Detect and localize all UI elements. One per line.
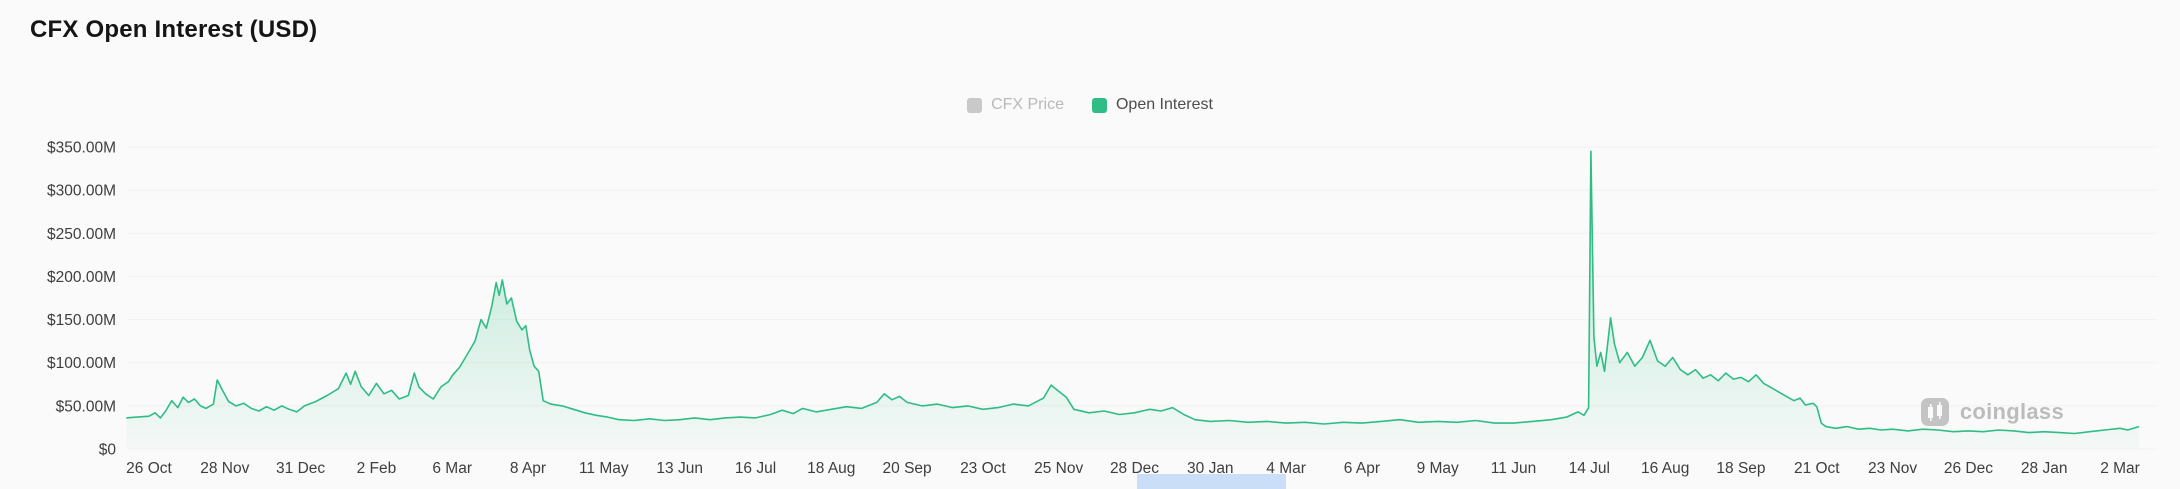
svg-text:23 Nov: 23 Nov — [1868, 460, 1917, 477]
svg-text:11 May: 11 May — [579, 460, 629, 477]
legend-label-open-interest: Open Interest — [1115, 96, 1213, 113]
svg-text:21 Oct: 21 Oct — [1794, 460, 1840, 477]
svg-text:$250.00M: $250.00M — [47, 226, 116, 243]
legend-swatch-open-interest — [1091, 97, 1107, 113]
svg-text:$350.00M: $350.00M — [47, 140, 116, 157]
svg-text:30 Jan: 30 Jan — [1187, 460, 1234, 477]
page-title: CFX Open Interest (USD) — [30, 16, 318, 43]
svg-text:13 Jun: 13 Jun — [656, 460, 703, 477]
legend-label-cfx-price: CFX Price — [991, 96, 1064, 113]
svg-text:16 Aug: 16 Aug — [1641, 460, 1689, 477]
svg-text:28 Nov: 28 Nov — [200, 460, 249, 477]
svg-text:$100.00M: $100.00M — [47, 355, 116, 372]
svg-text:14 Jul: 14 Jul — [1569, 460, 1610, 477]
svg-text:16 Jul: 16 Jul — [735, 460, 776, 477]
legend-item-cfx-price[interactable]: CFX Price — [967, 96, 1064, 114]
legend-swatch-cfx-price — [967, 97, 983, 113]
svg-text:31 Dec: 31 Dec — [276, 460, 325, 477]
watermark: coinglass — [1919, 396, 2064, 428]
svg-text:$300.00M: $300.00M — [47, 183, 116, 200]
svg-text:28 Jan: 28 Jan — [2021, 460, 2068, 477]
svg-text:18 Aug: 18 Aug — [807, 460, 855, 477]
svg-text:6 Apr: 6 Apr — [1344, 460, 1380, 477]
selection-highlight-artifact — [1137, 474, 1286, 489]
svg-text:4 Mar: 4 Mar — [1266, 460, 1306, 477]
svg-text:23 Oct: 23 Oct — [960, 460, 1006, 477]
svg-text:11 Jun: 11 Jun — [1491, 460, 1536, 477]
svg-text:6 Mar: 6 Mar — [432, 460, 472, 477]
svg-text:20 Sep: 20 Sep — [883, 460, 932, 477]
coinglass-logo-icon — [1920, 398, 1949, 426]
svg-text:2 Feb: 2 Feb — [357, 460, 397, 477]
svg-text:9 May: 9 May — [1417, 460, 1459, 477]
chart-legend: CFX Price Open Interest — [0, 96, 2180, 114]
watermark-label: coinglass — [1959, 399, 2064, 424]
svg-text:25 Nov: 25 Nov — [1034, 460, 1083, 477]
svg-text:$50.00M: $50.00M — [56, 398, 116, 415]
svg-text:2 Mar: 2 Mar — [2100, 460, 2140, 477]
svg-text:$0: $0 — [99, 442, 117, 459]
svg-text:$200.00M: $200.00M — [47, 269, 116, 286]
svg-text:18 Sep: 18 Sep — [1716, 460, 1765, 477]
svg-text:$150.00M: $150.00M — [47, 312, 116, 329]
svg-text:8 Apr: 8 Apr — [510, 460, 546, 477]
legend-item-open-interest[interactable]: Open Interest — [1091, 96, 1213, 114]
svg-text:26 Oct: 26 Oct — [126, 460, 172, 477]
svg-text:26 Dec: 26 Dec — [1944, 460, 1993, 477]
svg-text:28 Dec: 28 Dec — [1110, 460, 1159, 477]
